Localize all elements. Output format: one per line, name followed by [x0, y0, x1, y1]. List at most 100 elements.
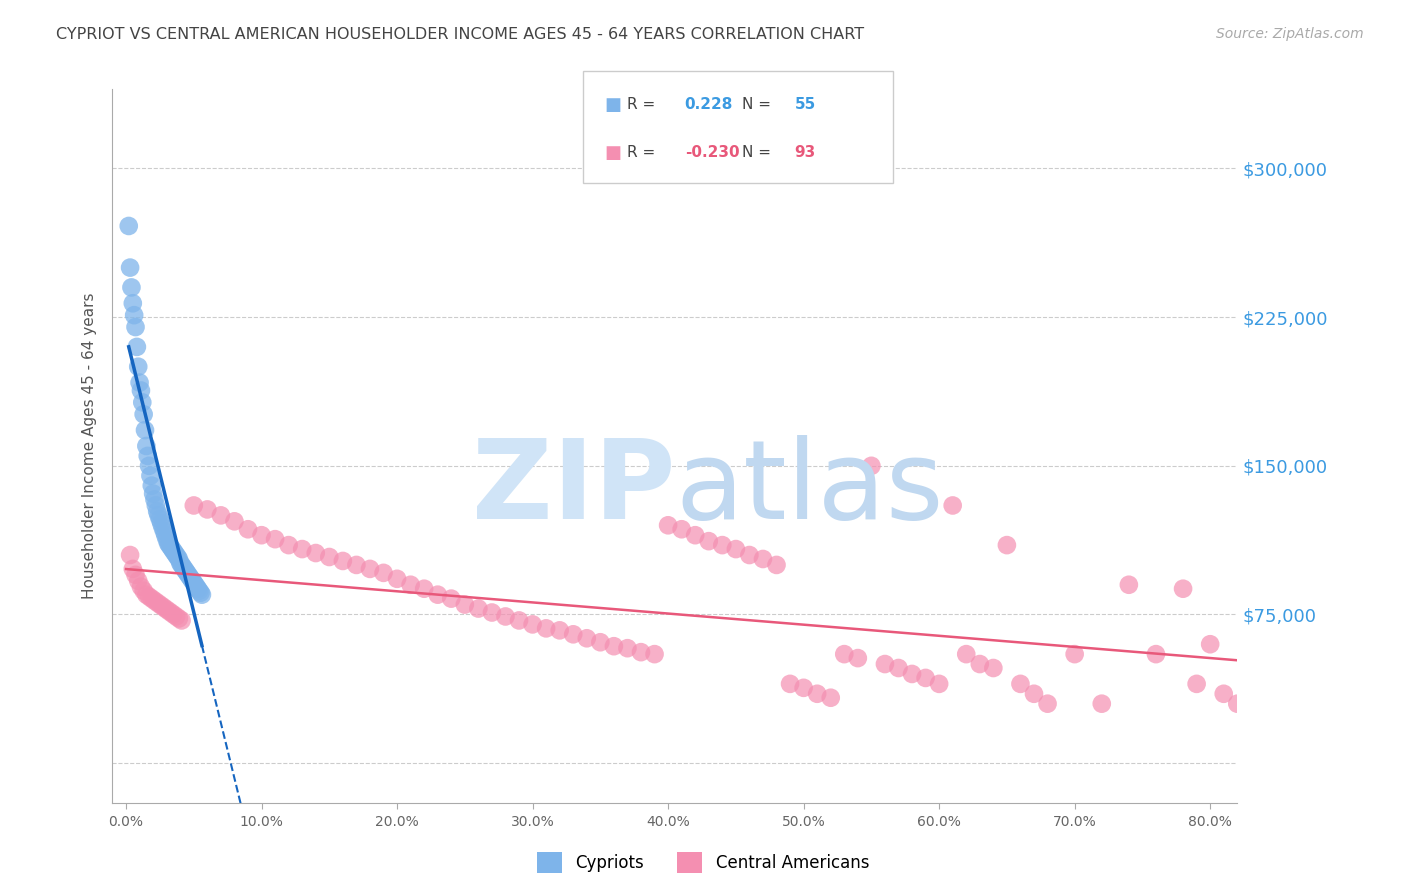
Point — [928, 677, 950, 691]
Point — [132, 407, 155, 421]
Point — [157, 603, 180, 617]
Point — [174, 564, 197, 578]
Point — [184, 578, 207, 592]
Point — [152, 520, 174, 534]
Point — [467, 601, 489, 615]
Point — [120, 280, 142, 294]
Point — [187, 582, 209, 596]
Point — [177, 567, 200, 582]
Point — [173, 562, 195, 576]
Point — [188, 583, 211, 598]
Point — [153, 524, 176, 539]
Point — [1036, 697, 1059, 711]
Point — [1091, 697, 1114, 711]
Point — [169, 556, 191, 570]
Point — [142, 486, 165, 500]
Point — [236, 522, 259, 536]
Point — [995, 538, 1018, 552]
Text: -0.230: -0.230 — [685, 145, 740, 161]
Point — [166, 549, 188, 564]
Point — [165, 609, 187, 624]
Point — [683, 528, 706, 542]
Point — [955, 647, 977, 661]
Text: N =: N = — [742, 97, 772, 112]
Point — [129, 384, 152, 398]
Point — [534, 621, 557, 635]
Text: CYPRIOT VS CENTRAL AMERICAN HOUSEHOLDER INCOME AGES 45 - 64 YEARS CORRELATION CH: CYPRIOT VS CENTRAL AMERICAN HOUSEHOLDER … — [56, 27, 865, 42]
Point — [124, 567, 146, 582]
Point — [143, 593, 166, 607]
Point — [1185, 677, 1208, 691]
Point — [344, 558, 367, 572]
Point — [135, 439, 157, 453]
Point — [190, 585, 212, 599]
Text: 55: 55 — [794, 97, 815, 112]
Point — [132, 583, 155, 598]
Point — [264, 532, 287, 546]
Text: 0.228: 0.228 — [685, 97, 733, 112]
Point — [548, 624, 571, 638]
Point — [141, 478, 163, 492]
Point — [522, 617, 544, 632]
Point — [508, 614, 530, 628]
Point — [738, 548, 761, 562]
Point — [616, 641, 638, 656]
Point — [318, 549, 340, 564]
Point — [152, 599, 174, 614]
Point — [121, 562, 143, 576]
Point — [167, 611, 190, 625]
Point — [139, 468, 162, 483]
Point — [191, 588, 214, 602]
Point — [454, 598, 477, 612]
Point — [820, 690, 842, 705]
Point — [373, 566, 395, 580]
Legend: Cypriots, Central Americans: Cypriots, Central Americans — [530, 846, 876, 880]
Text: ■: ■ — [605, 95, 621, 113]
Point — [129, 580, 152, 594]
Point — [1171, 582, 1194, 596]
Point — [160, 542, 183, 557]
Point — [1022, 687, 1045, 701]
Point — [1118, 578, 1140, 592]
Point — [120, 548, 142, 562]
Point — [124, 320, 146, 334]
Point — [332, 554, 354, 568]
Point — [887, 661, 910, 675]
Point — [305, 546, 328, 560]
Point — [120, 260, 142, 275]
Point — [170, 614, 193, 628]
Text: N =: N = — [742, 145, 772, 161]
Text: ZIP: ZIP — [471, 435, 675, 542]
Point — [426, 588, 449, 602]
Point — [156, 532, 179, 546]
Point — [495, 609, 517, 624]
Point — [179, 570, 201, 584]
Point — [765, 558, 787, 572]
Point — [671, 522, 693, 536]
Text: atlas: atlas — [675, 435, 943, 542]
Point — [146, 596, 169, 610]
Point — [793, 681, 815, 695]
Point — [155, 528, 177, 542]
Point — [146, 504, 169, 518]
Point — [145, 499, 167, 513]
Point — [291, 542, 314, 557]
Point — [440, 591, 463, 606]
Point — [186, 580, 208, 594]
Point — [180, 572, 202, 586]
Text: 93: 93 — [794, 145, 815, 161]
Point — [873, 657, 896, 671]
Point — [183, 575, 205, 590]
Point — [914, 671, 936, 685]
Point — [138, 458, 160, 473]
Point — [1226, 697, 1249, 711]
Point — [481, 606, 503, 620]
Point — [122, 308, 145, 322]
Point — [149, 512, 172, 526]
Point — [163, 546, 186, 560]
Point — [575, 632, 598, 646]
Point — [183, 499, 205, 513]
Point — [385, 572, 408, 586]
Point — [413, 582, 436, 596]
Text: R =: R = — [627, 145, 661, 161]
